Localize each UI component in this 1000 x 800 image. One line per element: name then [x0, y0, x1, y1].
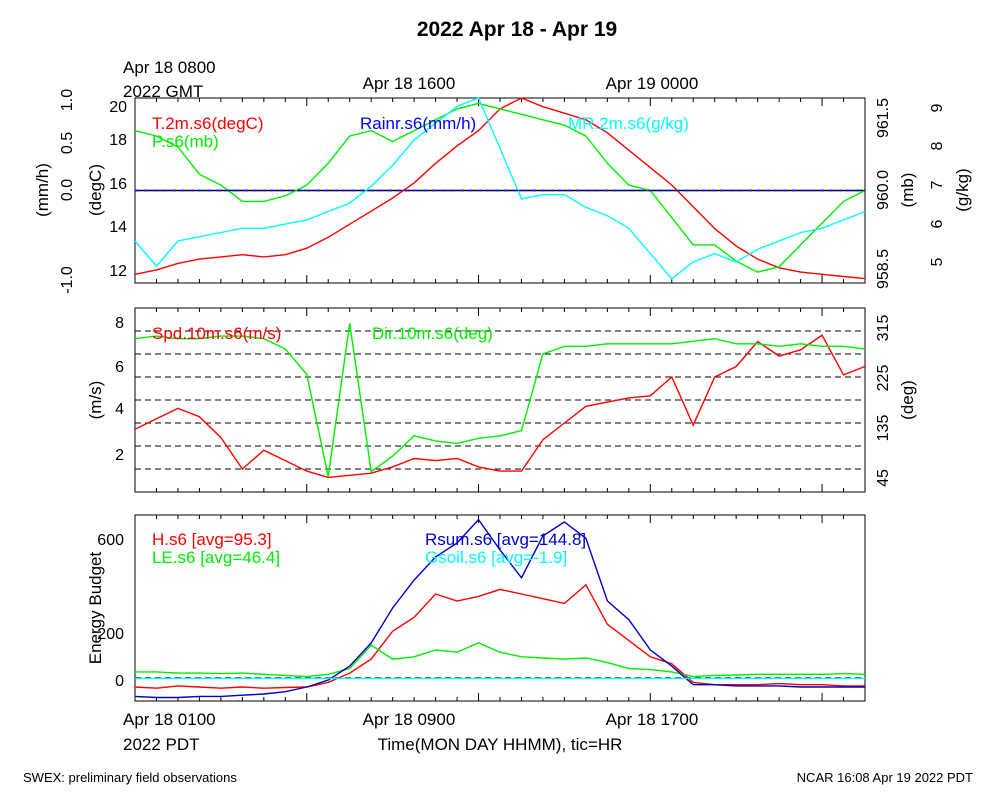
series-line-mr-2m-s6-g-kg — [134, 97, 866, 280]
legend-temperature: T.2m.s6(degC) — [152, 114, 263, 133]
tick-rain-1: 1.0 — [59, 89, 76, 111]
tick-eb-0: 0 — [115, 673, 124, 690]
legend-latent-heat: LE.s6 [avg=46.4] — [152, 548, 280, 567]
tick-temp-12: 12 — [109, 263, 127, 280]
tick-mr-5: 5 — [929, 257, 946, 266]
legend-rain-rate: Rainr.s6(mm/h) — [360, 114, 476, 133]
pdt-tick-label-2: Apr 18 1700 — [606, 710, 699, 729]
gmt-tick-label-2: Apr 19 0000 — [606, 74, 699, 93]
series-line-spd-10m-s6-m-s — [134, 334, 866, 479]
tick-mr-7: 7 — [929, 180, 946, 189]
tick-temp-14: 14 — [109, 219, 127, 236]
series-line-p-s6-mb — [134, 102, 866, 273]
tick-spd-2: 2 — [115, 447, 124, 464]
tick-mr-6: 6 — [929, 219, 946, 228]
legend-sensible-heat: H.s6 [avg=95.3] — [152, 530, 272, 549]
pdt-tick-sublabel-0: 2022 PDT — [123, 735, 200, 754]
tick-spd-8: 8 — [115, 315, 124, 332]
gmt-tick-label-0: Apr 18 0800 — [123, 58, 216, 77]
tick-dir-45: 45 — [875, 469, 892, 487]
bottom-axis-label: Energy Budget — [86, 551, 105, 664]
tick-eb-200: 200 — [97, 626, 124, 643]
tick-pres-9585: 958.5 — [875, 249, 892, 289]
chart-title: 2022 Apr 18 - Apr 19 — [417, 18, 617, 41]
gmt-tick-sublabel-0: 2022 GMT — [123, 82, 203, 101]
legend-net-radiation: Rsum.s6 [avg=144.8] — [425, 530, 586, 549]
top-axis-label-rain: (mm/h) — [33, 163, 52, 217]
legend-pressure: P.s6(mb) — [152, 132, 219, 151]
footer-right: NCAR 16:08 Apr 19 2022 PDT — [797, 770, 973, 785]
bottom-panel — [134, 515, 866, 701]
tick-temp-16: 16 — [109, 176, 127, 193]
tick-dir-315: 315 — [875, 315, 892, 342]
tick-rain-05: 0.5 — [59, 132, 76, 154]
tick-mr-8: 8 — [929, 141, 946, 150]
tick-dir-135: 135 — [875, 415, 892, 442]
legend-mixing-ratio: MR.2m.s6(g/kg) — [568, 114, 689, 133]
tick-temp-18: 18 — [109, 132, 127, 149]
series-line-dir-10m-s6-deg — [134, 323, 866, 477]
pdt-tick-label-1: Apr 18 0900 — [363, 710, 456, 729]
tick-spd-4: 4 — [115, 401, 124, 418]
footer-left: SWEX: preliminary field observations — [23, 770, 237, 785]
tick-eb-600: 600 — [97, 532, 124, 549]
tick-dir-225: 225 — [875, 365, 892, 392]
tick-rain-neg1: -1.0 — [59, 266, 76, 294]
top-axis-label-pressure: (mb) — [898, 173, 917, 208]
pdt-tick-label-0: Apr 18 0100 — [123, 710, 216, 729]
tick-pres-9615: 961.5 — [875, 98, 892, 138]
tick-rain-0: 0.0 — [59, 179, 76, 201]
middle-axis-label-direction: (deg) — [898, 380, 917, 420]
legend-wind-direction: Dir.10m.s6(deg) — [372, 324, 493, 343]
top-panel — [134, 97, 866, 283]
top-axis-label-mixing: (g/kg) — [953, 168, 972, 211]
legend-wind-speed: Spd.10m.s6(m/s) — [152, 324, 281, 343]
gmt-tick-label-1: Apr 18 1600 — [363, 74, 456, 93]
tick-spd-6: 6 — [115, 359, 124, 376]
series-line-le-s6-avg-46-4 — [135, 642, 866, 678]
series-line-rsum-s6-avg-144-8 — [134, 518, 865, 699]
legend-soil-heat: Gsoil.s6 [avg=-1.9] — [425, 548, 567, 567]
middle-panel — [134, 308, 866, 492]
tick-pres-9600: 960.0 — [875, 170, 892, 210]
series-line-h-s6-avg-95-3 — [134, 583, 865, 689]
top-axis-label-temp: (degC) — [86, 164, 105, 216]
middle-axis-label-speed: (m/s) — [86, 381, 105, 420]
tick-mr-9: 9 — [929, 103, 946, 112]
tick-temp-20: 20 — [109, 99, 127, 116]
x-axis-label: Time(MON DAY HHMM), tic=HR — [378, 735, 623, 754]
